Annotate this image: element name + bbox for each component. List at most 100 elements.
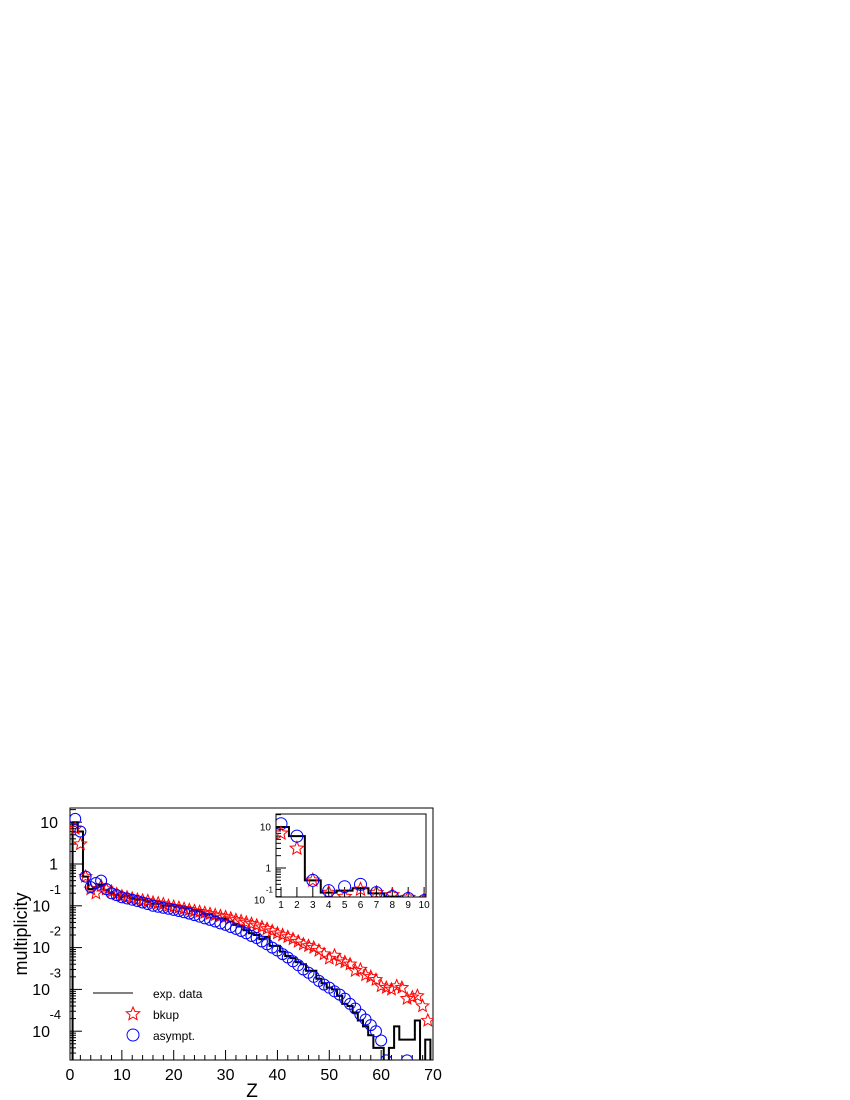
bkup-point — [218, 909, 234, 924]
bkup-point — [368, 972, 384, 987]
bkup-point — [352, 961, 368, 976]
bkup-point — [238, 914, 254, 929]
inset-x-tick-label: 5 — [342, 900, 348, 911]
bkup-point — [280, 929, 296, 944]
y-tick-exponent: -3 — [50, 965, 61, 980]
bkup-point — [249, 917, 265, 932]
inset-frame — [275, 813, 427, 898]
y-tick-label: 10 — [32, 940, 50, 957]
asympt-point — [245, 929, 258, 942]
asympt-point — [224, 921, 237, 934]
y-axis-label: multiplicity — [11, 892, 31, 975]
asympt-point — [79, 870, 92, 883]
asympt-point — [229, 922, 242, 935]
inset-x-tick-label: 1 — [278, 900, 284, 911]
bkup-point — [399, 990, 415, 1005]
y-tick-label: 10 — [32, 982, 50, 999]
main-series — [70, 812, 433, 1060]
y-tick-exponent: -1 — [50, 882, 61, 897]
x-tick-label: 30 — [217, 1067, 235, 1084]
asympt-point — [70, 812, 82, 825]
bkup-point — [332, 952, 348, 967]
asympt-point — [235, 924, 248, 937]
y-tick-label: 10 — [32, 898, 50, 915]
bkup-point — [384, 981, 399, 996]
legend-circle-icon — [126, 1028, 140, 1042]
asympt-point — [401, 892, 415, 897]
x-tick-label: 0 — [66, 1067, 75, 1084]
plot-frame — [69, 807, 434, 1061]
asympt-point — [105, 887, 118, 900]
x-tick-label: 40 — [269, 1067, 287, 1084]
inset-x-tick-label: 3 — [310, 900, 316, 911]
y-tick-label: 1 — [49, 857, 58, 874]
bkup-point — [410, 988, 425, 1003]
legend-star-icon — [125, 1005, 141, 1021]
y-tick-exponent: -4 — [50, 1007, 61, 1022]
inset-x-tick-label: 4 — [326, 900, 332, 911]
asympt-point — [89, 877, 102, 890]
x-tick-label: 20 — [165, 1067, 183, 1084]
bkup-point — [336, 888, 353, 897]
legend-star-shape — [125, 1005, 141, 1021]
bkup-point — [342, 956, 358, 971]
inset-background — [276, 814, 426, 897]
bkup-point — [88, 885, 104, 900]
asympt-point — [276, 817, 288, 831]
asympt-point — [290, 829, 304, 843]
exp-data-histogram — [276, 826, 402, 897]
y-tick-label: 1 — [265, 864, 271, 875]
bkup-point — [269, 925, 285, 940]
bkup-point — [276, 825, 289, 841]
y-tick-label: 10 — [260, 823, 272, 834]
bkup-point — [321, 950, 337, 965]
asympt-point — [369, 886, 383, 897]
bkup-point — [373, 978, 389, 993]
legend-exp-label: exp. data — [153, 987, 203, 1001]
asympt-point — [418, 894, 426, 897]
y-tick-exponent: -1 — [266, 886, 274, 895]
inset-x-tick-label: 10 — [419, 900, 431, 911]
inset-x-tick-label: 2 — [294, 900, 300, 911]
asympt-point — [380, 1054, 393, 1060]
bkup-point — [389, 978, 405, 993]
bkup-point — [415, 998, 431, 1013]
bkup-point — [254, 919, 270, 934]
inset-x-tick-label: 8 — [390, 900, 396, 911]
legend-bkup-label: bkup — [153, 1008, 179, 1022]
y-tick-label: 10 — [32, 1024, 50, 1041]
x-axis-label: Z — [246, 1081, 258, 1100]
x-tick-label: 70 — [424, 1067, 442, 1084]
asympt-point — [338, 880, 352, 894]
x-tick-label: 50 — [320, 1067, 338, 1084]
inset-series — [276, 817, 426, 897]
asympt-point — [214, 917, 227, 930]
legend: exp. data bkup asympt. — [93, 987, 203, 1043]
asympt-point — [369, 1025, 382, 1038]
asympt-point — [306, 873, 320, 887]
asympt-point — [219, 918, 232, 931]
bkup-point — [244, 915, 259, 931]
y-tick-label: 10 — [40, 815, 58, 832]
bkup-point — [347, 962, 363, 978]
inset-x-tick-label: 7 — [374, 900, 380, 911]
bkup-point — [228, 912, 244, 927]
bkup-point — [358, 967, 374, 982]
bkup-point — [264, 923, 280, 938]
bkup-point — [420, 1012, 433, 1027]
y-tick-exponent: -2 — [50, 924, 61, 939]
inset-x-tick-label: 9 — [405, 900, 411, 911]
asympt-point — [401, 1054, 414, 1060]
bkup-point — [295, 936, 311, 951]
y-tick-label: 10 — [254, 896, 266, 907]
bkup-point — [337, 954, 353, 969]
bkup-point — [320, 884, 337, 897]
bkup-point — [394, 979, 410, 994]
asympt-point — [95, 874, 108, 887]
bkup-point — [301, 938, 316, 953]
bkup-point — [72, 836, 88, 851]
asympt-point — [74, 825, 87, 838]
legend-asympt-label: asympt. — [153, 1029, 195, 1043]
bkup-point — [233, 913, 249, 928]
